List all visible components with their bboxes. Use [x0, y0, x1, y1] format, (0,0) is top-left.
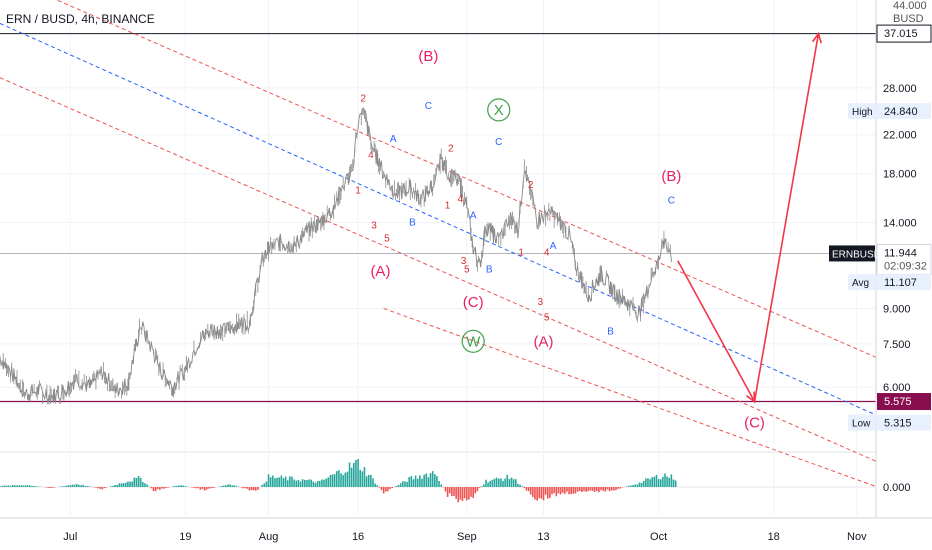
wave-label: 4 — [458, 194, 464, 205]
projection-arrowhead-up — [811, 31, 822, 44]
wave-label: C — [425, 101, 432, 112]
y-tick-label: 6.000 — [883, 382, 911, 394]
high-value: 24.840 — [884, 106, 918, 118]
y-tick-label: 9.000 — [883, 303, 911, 315]
wave-label: B — [486, 264, 493, 275]
wave-label: B — [409, 218, 416, 229]
wave-label: (B) — [661, 168, 681, 185]
wave-label: X — [494, 102, 504, 119]
price-axis[interactable]: 28.000 22.000 18.000 14.000 9.000 7.500 6.000 0… — [875, 0, 917, 518]
target-badge — [876, 24, 932, 43]
avg-badge — [877, 274, 931, 291]
wave-label: A — [550, 241, 557, 252]
current-badge-text: 02:09:32 — [884, 260, 927, 272]
y-tick-label: 22.000 — [883, 130, 917, 142]
high-name: High — [852, 107, 873, 118]
support-badge — [877, 393, 931, 411]
high-tag — [848, 103, 876, 120]
low-badge — [877, 414, 931, 431]
price-levels — [0, 33, 876, 403]
wave-circle — [461, 329, 485, 353]
channel-lines — [0, 0, 877, 488]
wave-label: 4 — [544, 248, 550, 259]
low-name: Low — [852, 419, 871, 430]
avg-value: 11.107 — [884, 277, 917, 289]
x-tick-label: 13 — [537, 531, 549, 543]
wave-label: W — [466, 333, 481, 350]
symbol-tag — [829, 245, 875, 262]
oscillator-panel — [0, 459, 876, 503]
channel-lower-1-line — [0, 77, 877, 462]
wave-label: (C) — [744, 415, 765, 432]
wave-label: 5 — [544, 312, 550, 323]
oscillator-zero-label: 0.000 — [883, 482, 911, 494]
current-badge-text: 11.944 — [884, 247, 917, 259]
x-tick-label: Oct — [650, 531, 667, 543]
low-value: 5.315 — [884, 418, 912, 430]
wave-label: 3 — [371, 220, 377, 231]
wave-label: 1 — [355, 186, 361, 197]
y-tick-label: 18.000 — [883, 169, 917, 181]
wave-label: C — [495, 137, 502, 148]
chart-title: ERN / BUSD, 4h, BINANCE — [6, 12, 155, 26]
y-top-tick-label: 44.000 — [893, 0, 927, 12]
wave-label: 2 — [528, 180, 534, 191]
wave-label: (B) — [418, 48, 438, 65]
symbol-tag-text: ERNBUSD — [832, 249, 881, 260]
y-tick-label: 7.500 — [883, 339, 911, 351]
wave-label: A — [470, 211, 477, 222]
low-tag — [848, 414, 876, 431]
wave-label: (C) — [463, 294, 484, 311]
price-line — [0, 107, 672, 405]
wave-label: 3 — [538, 297, 544, 308]
wave-circle — [487, 98, 511, 122]
y-tick-label: 14.000 — [883, 218, 917, 230]
x-tick-label: 19 — [179, 531, 191, 543]
support-badge-text: 5.575 — [884, 396, 912, 408]
x-tick-label: 16 — [352, 531, 364, 543]
time-axis[interactable]: Jul 19 Aug 16 Sep 13 Oct 18 Nov — [0, 517, 932, 543]
x-tick-label: Nov — [847, 531, 867, 543]
price-series — [0, 107, 672, 405]
avg-tag — [848, 274, 876, 291]
wave-label: 5 — [464, 264, 470, 275]
wave-label: 1 — [518, 248, 524, 259]
wave-label: 2 — [360, 94, 366, 105]
x-tick-label: Jul — [63, 531, 77, 543]
avg-name: Avg — [852, 278, 869, 289]
target-badge-text: 37.015 — [884, 28, 918, 40]
x-tick-label: 18 — [768, 531, 780, 543]
wave-label: 5 — [384, 233, 390, 244]
currency-label: BUSD — [893, 13, 924, 25]
high-badge — [877, 103, 931, 120]
x-tick-label: Sep — [457, 531, 477, 543]
wave-label: 1 — [445, 200, 451, 211]
wave-label: 2 — [448, 143, 454, 154]
wave-label: (A) — [370, 263, 390, 280]
wave-label: C — [668, 195, 675, 206]
projection-path — [677, 31, 822, 404]
x-tick-label: Aug — [259, 531, 279, 543]
wave-label: A — [390, 134, 397, 145]
grid — [0, 0, 876, 515]
wave-label: (A) — [534, 333, 554, 350]
wave-label: 3 — [461, 256, 467, 267]
wave-label: B — [607, 326, 614, 337]
projection-arrowhead-down — [745, 391, 756, 404]
channel-mid-line — [0, 22, 877, 416]
wave-label: 4 — [368, 150, 374, 161]
y-tick-label: 28.000 — [883, 83, 917, 95]
projection-line — [677, 33, 820, 404]
channel-lower-2-line — [383, 307, 877, 488]
